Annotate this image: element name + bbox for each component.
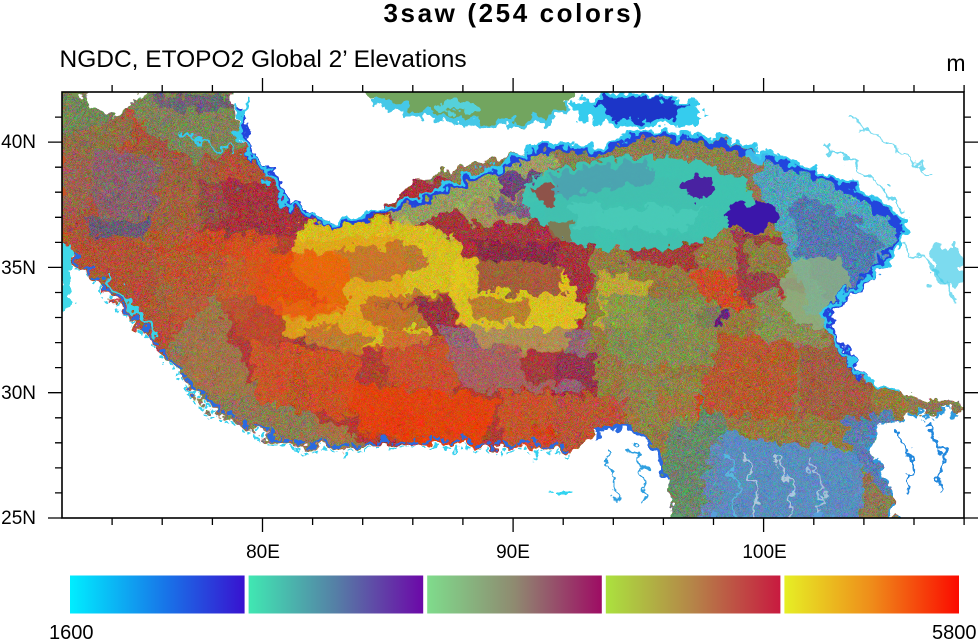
- svg-text:40N: 40N: [1, 132, 36, 153]
- svg-text:90E: 90E: [496, 542, 530, 563]
- svg-text:NGDC, ETOPO2 Global 2’ Elevati: NGDC, ETOPO2 Global 2’ Elevations: [60, 46, 467, 73]
- svg-text:5800: 5800: [932, 622, 977, 640]
- svg-text:1600: 1600: [49, 622, 94, 640]
- svg-text:35N: 35N: [1, 258, 36, 279]
- svg-text:100E: 100E: [742, 542, 786, 563]
- svg-text:25N: 25N: [1, 508, 36, 529]
- svg-text:80E: 80E: [246, 542, 280, 563]
- svg-text:30N: 30N: [1, 383, 36, 404]
- svg-text:m: m: [946, 50, 965, 76]
- svg-text:3saw (254 colors): 3saw (254 colors): [384, 0, 645, 28]
